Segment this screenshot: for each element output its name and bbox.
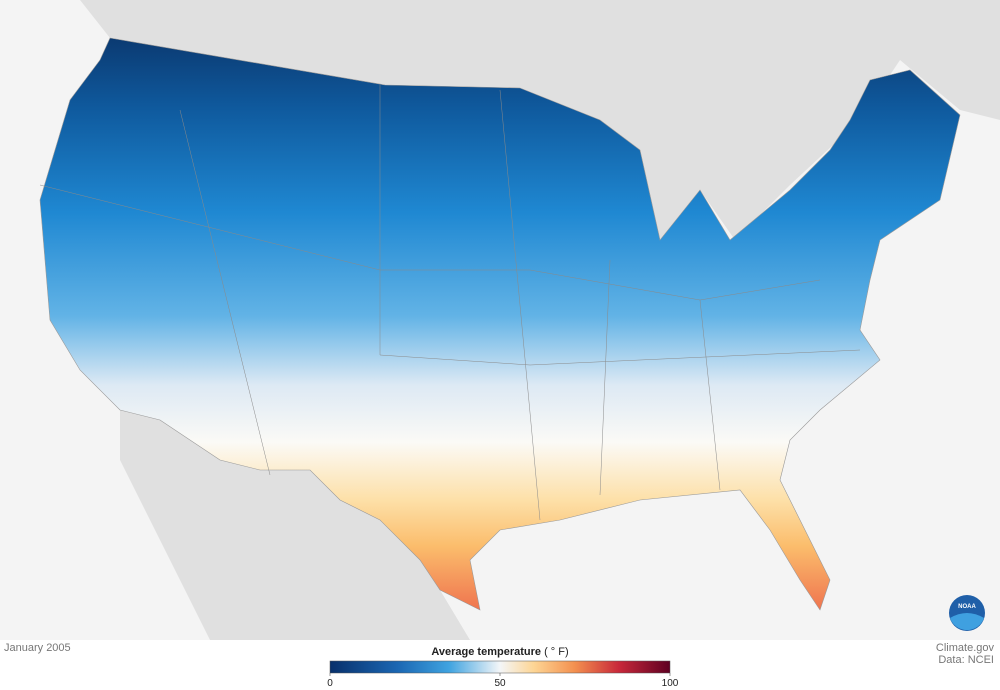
legend-title-text: Average temperature <box>431 646 541 658</box>
legend-title: Average temperature ( ° F) <box>431 646 568 658</box>
credit-source: Climate.gov <box>936 642 995 654</box>
mexico <box>120 410 470 640</box>
tick-label: 100 <box>662 678 679 689</box>
logo-wave <box>950 613 984 631</box>
state-borders <box>39 85 861 521</box>
map-date: January 2005 <box>4 642 71 654</box>
tick-label: 50 <box>494 678 506 689</box>
logo-text: NOAA <box>958 604 976 610</box>
color-bar-ticks: 0 50 100 <box>327 673 679 689</box>
conus-temperature <box>39 37 961 611</box>
color-bar <box>329 660 671 674</box>
credit-data: Data: NCEI <box>938 654 994 666</box>
noaa-logo: NOAA <box>949 595 985 631</box>
tick-label: 0 <box>327 678 333 689</box>
legend-unit: ( ° F) <box>544 646 569 658</box>
canada <box>60 0 1000 240</box>
